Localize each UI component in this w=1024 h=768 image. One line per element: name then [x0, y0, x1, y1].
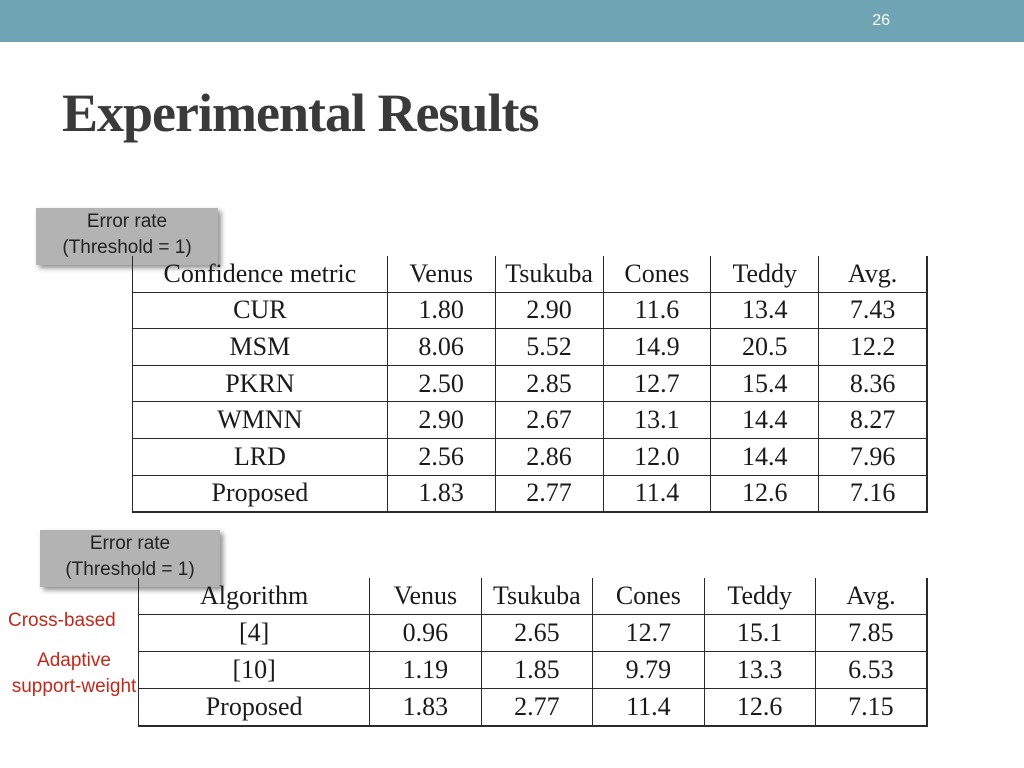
table-cell: 15.1 — [703, 614, 816, 652]
table-row: WMNN 2.90 2.67 13.1 14.4 8.27 — [132, 401, 929, 439]
slide-title: Experimental Results — [62, 83, 539, 143]
table-row: [4] 0.96 2.65 12.7 15.1 7.85 — [137, 614, 928, 652]
table-header-cell: Teddy — [710, 256, 820, 293]
table-row: Proposed 1.83 2.77 11.4 12.6 7.15 — [137, 688, 928, 727]
error-rate-callout-1: Error rate (Threshold = 1) — [36, 208, 218, 265]
table-row: CUR 1.80 2.90 11.6 13.4 7.43 — [132, 291, 929, 330]
table-cell: [10] — [137, 651, 371, 689]
table-cell: 7.85 — [814, 614, 928, 652]
table-cell: 12.0 — [602, 437, 712, 476]
table-cell: 2.77 — [494, 474, 604, 514]
table-cell: 14.9 — [602, 328, 712, 366]
table-cell: PKRN — [132, 364, 388, 403]
table-cell: 7.96 — [818, 437, 929, 476]
table-cell: 2.85 — [494, 364, 604, 403]
table-cell: 9.79 — [592, 651, 705, 689]
table-cell: [4] — [137, 614, 371, 652]
table-cell: 2.77 — [480, 688, 594, 727]
table-cell: Proposed — [132, 474, 388, 514]
table-row: LRD 2.56 2.86 12.0 14.4 7.96 — [132, 437, 929, 476]
table-cell: 13.3 — [703, 651, 816, 689]
table-cell: 6.53 — [814, 651, 928, 689]
table-cell: Proposed — [137, 688, 371, 727]
table-cell: 11.4 — [602, 474, 712, 514]
table-cell: MSM — [132, 328, 388, 366]
table-header-row: Algorithm Venus Tsukuba Cones Teddy Avg. — [137, 578, 928, 615]
table-cell: 8.36 — [818, 364, 929, 403]
table-header-cell: Tsukuba — [480, 578, 594, 615]
table-cell: 12.7 — [592, 614, 705, 652]
table-cell: 8.27 — [818, 401, 929, 439]
callout-line-1: Error rate — [89, 533, 171, 554]
callout-line-2: (Threshold = 1) — [62, 237, 192, 258]
table-header-cell: Tsukuba — [494, 256, 604, 293]
table-cell: 2.50 — [386, 364, 496, 403]
table-header-cell: Teddy — [703, 578, 816, 615]
top-bar: 26 — [0, 0, 1024, 42]
table-header-cell: Avg. — [818, 256, 929, 293]
table-cell: 7.43 — [818, 291, 929, 330]
table-header-cell: Avg. — [814, 578, 928, 615]
table-header-cell: Cones — [592, 578, 705, 615]
table-cell: 2.67 — [494, 401, 604, 439]
table-cell: 1.80 — [386, 291, 496, 330]
error-rate-callout-2: Error rate (Threshold = 1) — [40, 530, 220, 587]
table-header-row: Confidence metric Venus Tsukuba Cones Te… — [132, 256, 929, 293]
table-header-cell: Cones — [602, 256, 712, 293]
table-cell: CUR — [132, 291, 388, 330]
table-row: MSM 8.06 5.52 14.9 20.5 12.2 — [132, 328, 929, 366]
table-cell: 11.6 — [602, 291, 712, 330]
table-cell: 0.96 — [369, 614, 482, 652]
table-cell: 1.83 — [386, 474, 496, 514]
adaptive-label-line-1: Adaptive — [37, 650, 111, 671]
table-cell: 7.15 — [814, 688, 928, 727]
table-cell: 13.1 — [602, 401, 712, 439]
algorithm-table: Algorithm Venus Tsukuba Cones Teddy Avg.… — [137, 578, 928, 727]
table-header-cell: Confidence metric — [132, 256, 388, 293]
table-cell: 13.4 — [710, 291, 820, 330]
table-cell: 12.2 — [818, 328, 929, 366]
callout-line-2: (Threshold = 1) — [65, 559, 195, 580]
table-cell: 1.83 — [369, 688, 482, 727]
table-cell: 11.4 — [592, 688, 705, 727]
table-cell: 2.86 — [494, 437, 604, 476]
table-cell: 15.4 — [710, 364, 820, 403]
adaptive-support-weight-label: Adaptive support-weight — [0, 648, 154, 700]
table-cell: 8.06 — [386, 328, 496, 366]
table-cell: WMNN — [132, 401, 388, 439]
table-cell: 2.65 — [480, 614, 594, 652]
table-cell: 12.6 — [703, 688, 816, 727]
table-header-cell: Venus — [386, 256, 496, 293]
table-cell: 1.85 — [480, 651, 594, 689]
table-header-cell: Algorithm — [137, 578, 371, 615]
table-cell: 12.7 — [602, 364, 712, 403]
adaptive-label-line-2: support-weight — [11, 676, 137, 697]
confidence-metric-table: Confidence metric Venus Tsukuba Cones Te… — [132, 256, 929, 514]
table-cell: 12.6 — [710, 474, 820, 514]
table-row: PKRN 2.50 2.85 12.7 15.4 8.36 — [132, 364, 929, 403]
table-cell: 20.5 — [710, 328, 820, 366]
table-cell: 14.4 — [710, 401, 820, 439]
cross-based-label: Cross-based — [8, 610, 116, 631]
table-cell: 2.56 — [386, 437, 496, 476]
table-row: [10] 1.19 1.85 9.79 13.3 6.53 — [137, 651, 928, 689]
table-cell: 2.90 — [386, 401, 496, 439]
slide-number: 26 — [872, 12, 890, 29]
table-cell: 7.16 — [818, 474, 929, 514]
callout-line-1: Error rate — [86, 211, 168, 232]
table-row: Proposed 1.83 2.77 11.4 12.6 7.16 — [132, 474, 929, 514]
table-cell: 14.4 — [710, 437, 820, 476]
table-cell: 5.52 — [494, 328, 604, 366]
table-header-cell: Venus — [369, 578, 482, 615]
table-cell: 2.90 — [494, 291, 604, 330]
table-cell: LRD — [132, 437, 388, 476]
table-cell: 1.19 — [369, 651, 482, 689]
